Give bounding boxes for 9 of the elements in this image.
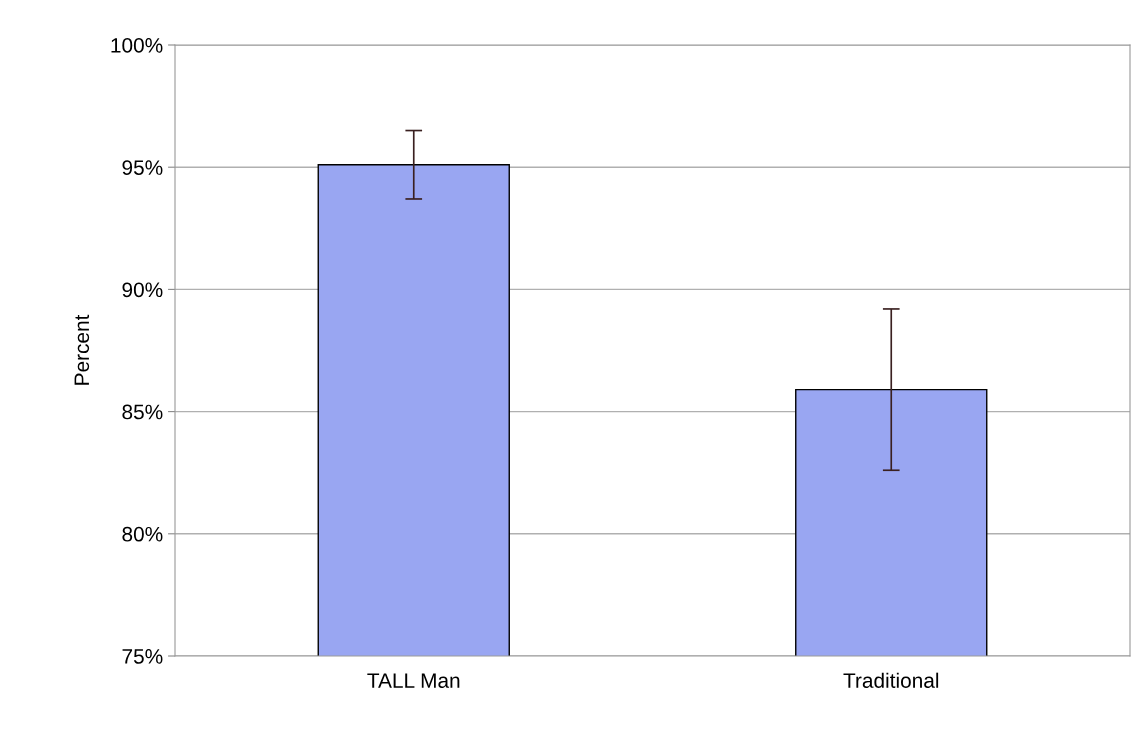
x-tick-label: Traditional [843, 672, 939, 688]
y-axis-title: Percent [74, 314, 90, 385]
y-tick-label: 75% [122, 649, 163, 664]
y-tick-label: 80% [122, 526, 163, 542]
x-tick-label: TALL Man [367, 673, 460, 688]
y-tick-label: 85% [122, 404, 163, 420]
y-tick-label: 100% [111, 38, 163, 53]
y-tick-label: 90% [122, 282, 163, 298]
y-tick-label: 95% [122, 160, 163, 175]
